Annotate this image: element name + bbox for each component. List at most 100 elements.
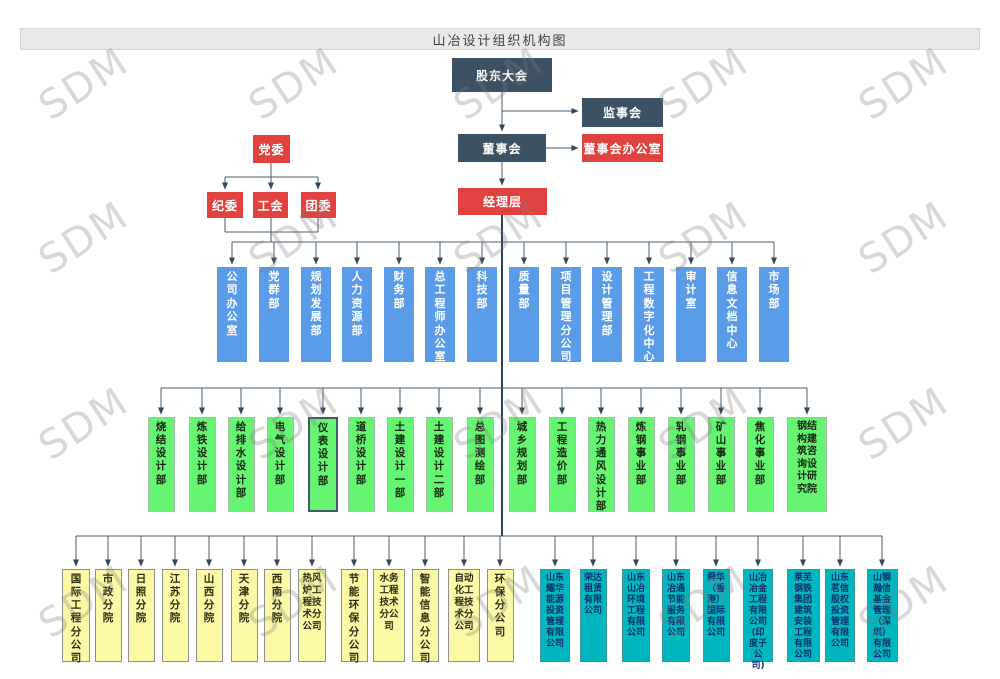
org-box-label: 矿山事业部 (715, 421, 727, 486)
branch-company-2[interactable]: 市政分院 (94, 569, 122, 662)
node-youth-league[interactable]: 团委 (301, 192, 336, 218)
node-labor-union[interactable]: 工会 (253, 192, 288, 218)
branch-company-4[interactable]: 江苏分院 (161, 569, 189, 662)
subsidiary-company-6[interactable]: 山冶冶金工程有限公司(印度子公司) (743, 569, 773, 671)
functional-dept-6[interactable]: 总工程师办公室 (425, 267, 455, 364)
org-box-label: 轧钢事业部 (675, 421, 687, 486)
org-box-label: 道桥设计部 (355, 421, 367, 486)
design-dept-5[interactable]: 仪表设计部 (308, 417, 338, 512)
design-dept-13[interactable]: 炼钢事业部 (627, 417, 655, 512)
org-box-label: 市场部 (768, 270, 780, 310)
subsidiary-company-2[interactable]: 荣达租赁有限公司 (579, 569, 607, 662)
design-dept-6[interactable]: 道桥设计部 (347, 417, 375, 512)
node-management-level[interactable]: 经理层 (458, 188, 547, 215)
branch-company-8[interactable]: 热风炉工程技术分公司 (298, 569, 326, 662)
node-discipline-committee[interactable]: 纪委 (207, 192, 243, 218)
functional-dept-14[interactable]: 市场部 (759, 267, 789, 362)
design-dept-17[interactable]: 钢结构建筑咨询设计研究院 (787, 417, 827, 512)
org-box-label: 市政分院 (102, 573, 114, 625)
org-box-label: 财务部 (393, 270, 405, 310)
org-box-label: 荣达租赁有限公司 (583, 573, 602, 616)
functional-dept-3[interactable]: 规划发展部 (301, 267, 331, 362)
design-dept-10[interactable]: 城乡规划部 (508, 417, 536, 512)
functional-dept-1[interactable]: 公司办公室 (217, 267, 247, 362)
node-supervisory-board[interactable]: 监事会 (582, 98, 663, 127)
org-box-label: 钢结构建筑咨询设计研究院 (797, 421, 817, 495)
org-box-label: 工程数字化中心 (643, 270, 655, 364)
org-box-label: 工程造价部 (556, 421, 568, 486)
org-box-label: 电气设计部 (274, 421, 286, 486)
org-box-label: 炼钢事业部 (635, 421, 647, 486)
node-party-committee[interactable]: 党委 (253, 135, 290, 163)
org-box-label: 审计室 (685, 270, 697, 310)
design-dept-4[interactable]: 电气设计部 (266, 417, 294, 512)
subsidiary-company-1[interactable]: 山东耀华能源投资管理有限公司 (540, 569, 570, 662)
branch-company-5[interactable]: 山西分院 (195, 569, 223, 662)
subsidiary-company-7[interactable]: 莱芜钢铁集团建筑安装工程有限公司 (786, 569, 820, 662)
branch-company-1[interactable]: 国际工程分公司 (62, 569, 90, 664)
functional-dept-11[interactable]: 工程数字化中心 (634, 267, 664, 364)
org-box-label: 山东茗信股权投资管理有限公司 (830, 573, 849, 649)
branch-company-13[interactable]: 环保分公司 (486, 569, 514, 662)
org-box-label: 公司办公室 (226, 270, 238, 337)
org-box-label: 日照分院 (135, 573, 147, 625)
org-box-label: 舜华（香港）国际有限公司 (706, 573, 725, 638)
org-box-label: 质量部 (518, 270, 530, 310)
design-dept-9[interactable]: 总图测绘部 (466, 417, 494, 512)
org-box-label: 城乡规划部 (516, 421, 528, 486)
org-box-label: 土建设计二部 (433, 421, 445, 499)
org-box-label: 总工程师办公室 (434, 270, 446, 364)
branch-company-7[interactable]: 西南分院 (263, 569, 291, 662)
subsidiary-company-5[interactable]: 舜华（香港）国际有限公司 (702, 569, 730, 662)
branch-company-10[interactable]: 水务工程技术分公司 (373, 569, 405, 662)
branch-company-12[interactable]: 自动化工程技术分公司 (448, 569, 480, 662)
org-box-label: 水务工程技术分公司 (379, 573, 399, 632)
org-box-label: 山东耀华能源投资管理有限公司 (545, 573, 564, 649)
functional-dept-7[interactable]: 科技部 (467, 267, 497, 362)
org-box-label: 烧结设计部 (155, 421, 167, 486)
subsidiary-company-9[interactable]: 山钢瀚信基金管理（深圳）有限公司 (866, 569, 898, 662)
design-dept-16[interactable]: 焦化事业部 (746, 417, 774, 512)
org-box-label: 项目管理分公司 (560, 270, 572, 364)
design-dept-12[interactable]: 热力通风设计部 (587, 417, 615, 512)
org-box-label: 热风炉工程技术分公司 (302, 573, 322, 632)
org-box-label: 仪表设计部 (317, 422, 329, 487)
functional-dept-4[interactable]: 人力资源部 (342, 267, 372, 362)
org-box-label: 热力通风设计部 (595, 421, 607, 512)
chart-title-bar: 山冶设计组织机构图 (20, 28, 980, 50)
subsidiary-company-4[interactable]: 山东冶通节能服务有限公司 (662, 569, 690, 662)
node-board-office[interactable]: 董事会办公室 (582, 134, 663, 162)
design-dept-3[interactable]: 给排水设计部 (227, 417, 255, 512)
design-dept-15[interactable]: 矿山事业部 (707, 417, 735, 512)
design-dept-11[interactable]: 工程造价部 (548, 417, 576, 512)
design-dept-14[interactable]: 轧钢事业部 (667, 417, 695, 512)
node-board-of-directors[interactable]: 董事会 (458, 134, 546, 162)
org-box-label: 莱芜钢铁集团建筑安装工程有限公司 (793, 573, 812, 660)
subsidiary-company-3[interactable]: 山东山冶环境工程有限公司 (622, 569, 650, 662)
design-dept-1[interactable]: 烧结设计部 (147, 417, 175, 512)
subsidiary-company-8[interactable]: 山东茗信股权投资管理有限公司 (825, 569, 855, 662)
design-dept-2[interactable]: 炼铁设计部 (188, 417, 216, 512)
functional-dept-10[interactable]: 设计管理部 (592, 267, 622, 362)
org-box-label: 炼铁设计部 (196, 421, 208, 486)
design-dept-8[interactable]: 土建设计二部 (425, 417, 453, 512)
functional-dept-9[interactable]: 项目管理分公司 (551, 267, 581, 364)
org-box-label: 山钢瀚信基金管理（深圳）有限公司 (872, 573, 891, 660)
functional-dept-13[interactable]: 信息文档中心 (717, 267, 747, 362)
functional-dept-2[interactable]: 党群部 (259, 267, 289, 362)
org-box-label: 党群部 (268, 270, 280, 310)
org-box-label: 环保分公司 (494, 573, 506, 638)
org-box-label: 西南分院 (271, 573, 283, 625)
branch-company-3[interactable]: 日照分院 (127, 569, 155, 662)
design-dept-7[interactable]: 土建设计一部 (386, 417, 414, 512)
branch-company-9[interactable]: 节能环保分公司 (340, 569, 368, 664)
functional-dept-12[interactable]: 审计室 (676, 267, 706, 362)
branch-company-6[interactable]: 天津分院 (230, 569, 258, 662)
org-box-label: 山冶冶金工程有限公司(印度子公司) (748, 573, 767, 671)
branch-company-11[interactable]: 智能信息分公司 (411, 569, 439, 664)
node-shareholders-meeting[interactable]: 股东大会 (452, 58, 552, 92)
functional-dept-5[interactable]: 财务部 (384, 267, 414, 362)
functional-dept-8[interactable]: 质量部 (509, 267, 539, 362)
